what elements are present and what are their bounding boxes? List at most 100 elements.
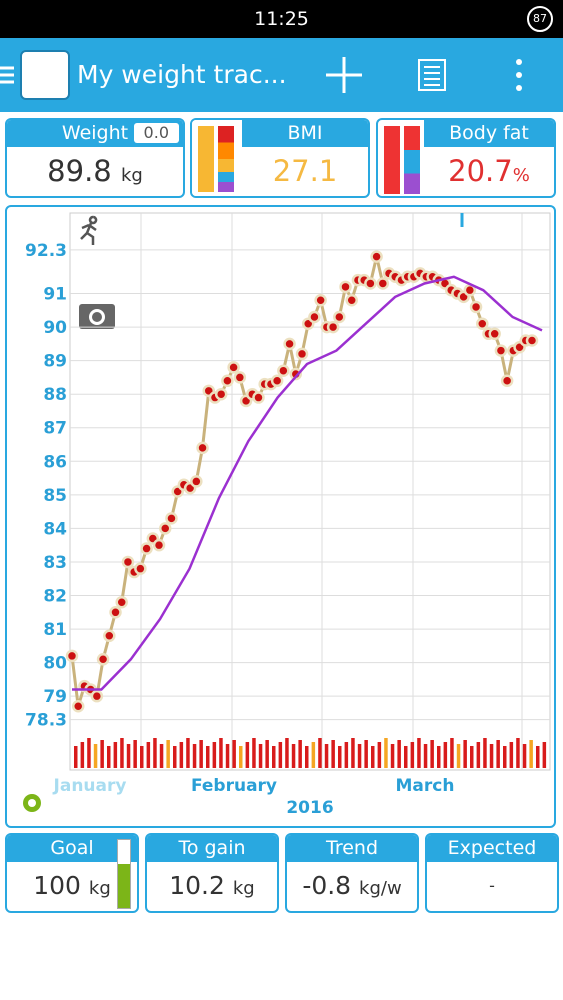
entry-bar xyxy=(509,742,514,768)
weight-point xyxy=(308,310,321,324)
entry-bar xyxy=(120,738,124,768)
weight-point xyxy=(121,555,135,569)
entry-bar xyxy=(529,740,533,768)
unit: % xyxy=(512,165,530,186)
entry-bar xyxy=(390,744,395,768)
entry-bar xyxy=(470,746,474,768)
entry-bar xyxy=(179,742,184,768)
weight-point xyxy=(134,562,147,575)
weight-point xyxy=(233,371,247,384)
summary-card[interactable]: To gain 10.2 kg xyxy=(145,833,279,913)
app-bar: My weight trac... xyxy=(0,38,563,112)
weight-point xyxy=(345,293,358,307)
bmi-card[interactable]: BMI 27.1 xyxy=(190,118,370,198)
entry-bar xyxy=(377,742,382,768)
entry-bar xyxy=(245,742,250,768)
entry-bar xyxy=(107,746,111,768)
summary-card[interactable]: Trend -0.8 kg/w xyxy=(285,833,419,913)
entry-bar xyxy=(450,738,454,768)
y-tick-label: 81 xyxy=(43,620,67,640)
weight-point xyxy=(190,475,203,488)
value: 100 xyxy=(33,871,81,900)
y-tick-label: 91 xyxy=(43,285,67,305)
weight-point xyxy=(333,310,346,324)
entry-bar xyxy=(100,740,104,768)
y-tick-label: 88 xyxy=(43,385,67,405)
entry-bar xyxy=(311,742,316,768)
goal-progress xyxy=(117,839,131,909)
drawer[interactable] xyxy=(0,66,14,84)
entry-bar xyxy=(384,738,388,768)
entry-bar xyxy=(278,742,283,768)
weight-point xyxy=(90,689,104,703)
trend-line xyxy=(72,275,543,691)
weight-card[interactable]: Weight 0.0 89.8 kg xyxy=(5,118,185,198)
entry-bar xyxy=(258,744,263,768)
entry-bar xyxy=(503,746,507,768)
weight-point xyxy=(221,374,234,388)
camera-icon[interactable] xyxy=(79,304,115,329)
entry-bar xyxy=(192,744,197,768)
entry-bar xyxy=(483,738,487,768)
value: 10.2 xyxy=(169,871,225,900)
menu-button[interactable] xyxy=(516,59,522,91)
y-tick-label: 89 xyxy=(43,352,67,372)
body-fat-card[interactable]: Body fat 20.7% xyxy=(376,118,556,198)
month-label: March xyxy=(396,776,455,796)
entry-bar xyxy=(338,746,342,768)
weight-point xyxy=(376,277,390,290)
activity-icon[interactable] xyxy=(80,215,98,245)
entry-bar xyxy=(423,744,428,768)
entry-bar xyxy=(522,744,527,768)
settings-icon[interactable] xyxy=(23,794,41,812)
entry-bar xyxy=(80,742,85,768)
plot-frame xyxy=(69,212,551,771)
value: -0.8 xyxy=(302,871,352,900)
app-title: My weight trac... xyxy=(77,60,287,89)
entry-bar xyxy=(371,746,375,768)
entry-bar xyxy=(318,738,322,768)
summary-card[interactable]: Expected - xyxy=(425,833,559,913)
entry-bar xyxy=(476,742,481,768)
y-tick-label: 83 xyxy=(43,553,67,573)
weight-point xyxy=(214,387,228,401)
entry-bar xyxy=(74,746,78,768)
entry-bar xyxy=(298,740,302,768)
weight-point xyxy=(158,522,172,535)
entry-bar xyxy=(404,746,408,768)
entry-bar xyxy=(219,738,223,768)
card-value: - xyxy=(427,862,557,910)
weight-point xyxy=(339,280,352,294)
y-tick-label: 82 xyxy=(43,587,67,607)
entry-bar xyxy=(331,740,335,768)
entry-bar xyxy=(443,742,448,768)
entry-bar xyxy=(536,746,540,768)
entry-bar xyxy=(225,744,230,768)
y-tick-label: 87 xyxy=(43,419,67,439)
summary-card[interactable]: Goal 100 kg xyxy=(5,833,139,913)
entry-bar xyxy=(417,738,421,768)
weight-point xyxy=(71,699,85,713)
y-tick-label: 85 xyxy=(43,486,67,506)
weight-point xyxy=(109,606,122,619)
entry-bar xyxy=(126,744,131,768)
chart-card: 78.3 79 80 81 82 83 84 85 86 87 88 89 90 91 92.3 Januar… xyxy=(5,205,556,828)
y-tick-label: 90 xyxy=(43,318,67,338)
weight-point xyxy=(326,320,340,334)
weight-point xyxy=(270,374,284,388)
entry-bar xyxy=(140,746,144,768)
add-button[interactable] xyxy=(326,57,362,93)
entry-bar xyxy=(272,746,276,768)
entry-bar xyxy=(206,746,210,768)
card-value: 20.7% xyxy=(424,147,554,196)
weight-point xyxy=(115,595,128,609)
entry-bar xyxy=(186,738,190,768)
weight-point xyxy=(494,344,508,357)
weight-point xyxy=(488,327,501,341)
list-button[interactable] xyxy=(418,59,446,91)
unit: kg xyxy=(88,878,111,899)
entry-bar xyxy=(364,740,368,768)
entry-bar xyxy=(146,742,151,768)
value: 20.7 xyxy=(448,154,513,188)
app-icon[interactable] xyxy=(20,50,70,100)
